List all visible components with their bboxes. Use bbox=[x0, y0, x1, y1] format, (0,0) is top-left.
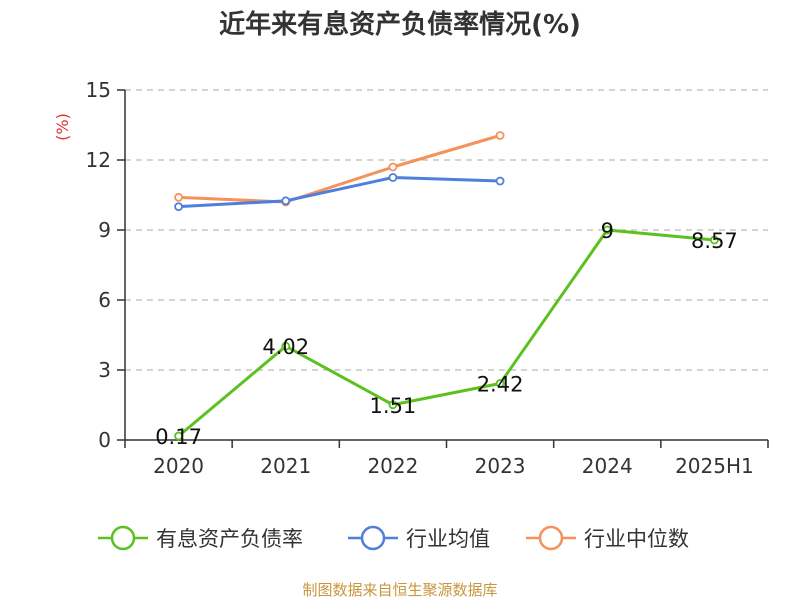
data-point bbox=[602, 225, 612, 235]
y-tick-labels: 0 3 6 9 12 15 bbox=[86, 78, 111, 452]
data-point bbox=[388, 162, 398, 172]
data-point bbox=[388, 173, 398, 182]
x-tick-label: 2025H1 bbox=[675, 454, 754, 478]
legend: 有息资产负债率 行业均值 行业中位数 bbox=[98, 525, 689, 551]
series-line-2 bbox=[178, 134, 501, 204]
x-tick-label: 2023 bbox=[475, 454, 526, 478]
data-point bbox=[495, 176, 505, 186]
y-tick-label: 15 bbox=[86, 78, 111, 102]
series-line-0 bbox=[177, 228, 715, 438]
legend-swatch-marker bbox=[360, 525, 386, 551]
grid-lines bbox=[125, 89, 768, 371]
legend-swatch-marker bbox=[538, 525, 564, 551]
x-tick-label: 2024 bbox=[582, 454, 633, 478]
x-tick-labels: 2020 2021 2022 2023 2024 2025H1 bbox=[153, 454, 754, 478]
legend-label: 行业均值 bbox=[406, 527, 490, 551]
data-label: 4.02 bbox=[262, 335, 309, 359]
data-label: 8.57 bbox=[691, 229, 738, 253]
x-tick-label: 2020 bbox=[153, 454, 204, 478]
data-point bbox=[174, 431, 183, 441]
data-point bbox=[495, 131, 505, 140]
y-tick-label: 3 bbox=[98, 358, 111, 382]
x-tick-label: 2022 bbox=[367, 454, 418, 478]
y-tick-label: 6 bbox=[98, 288, 111, 312]
chart-title: 近年来有息资产负债率情况(%) bbox=[219, 9, 581, 40]
axes bbox=[117, 89, 769, 448]
series-layer bbox=[174, 131, 719, 441]
data-labels: 0.17 4.02 1.51 2.42 9 8.57 bbox=[155, 219, 738, 449]
y-tick-label: 12 bbox=[86, 148, 111, 172]
data-label: 2.42 bbox=[477, 373, 524, 397]
data-point bbox=[174, 202, 183, 212]
source-note: 制图数据来自恒生聚源数据库 bbox=[302, 581, 497, 599]
data-point bbox=[174, 192, 183, 202]
data-point bbox=[388, 400, 398, 410]
data-label: 9 bbox=[601, 219, 614, 243]
y-axis-unit: (%) bbox=[53, 113, 72, 141]
data-point bbox=[495, 379, 505, 388]
data-label: 1.51 bbox=[370, 394, 417, 418]
data-point bbox=[281, 341, 291, 351]
data-point bbox=[281, 196, 291, 206]
legend-label: 行业中位数 bbox=[584, 527, 689, 551]
x-tick-label: 2021 bbox=[260, 454, 311, 478]
data-point bbox=[710, 235, 719, 245]
legend-label: 有息资产负债率 bbox=[156, 527, 303, 551]
series-line-1 bbox=[178, 176, 501, 209]
data-label: 0.17 bbox=[155, 425, 202, 449]
y-tick-label: 0 bbox=[98, 428, 111, 452]
legend-swatch-marker bbox=[110, 525, 136, 551]
y-tick-label: 9 bbox=[98, 218, 111, 242]
